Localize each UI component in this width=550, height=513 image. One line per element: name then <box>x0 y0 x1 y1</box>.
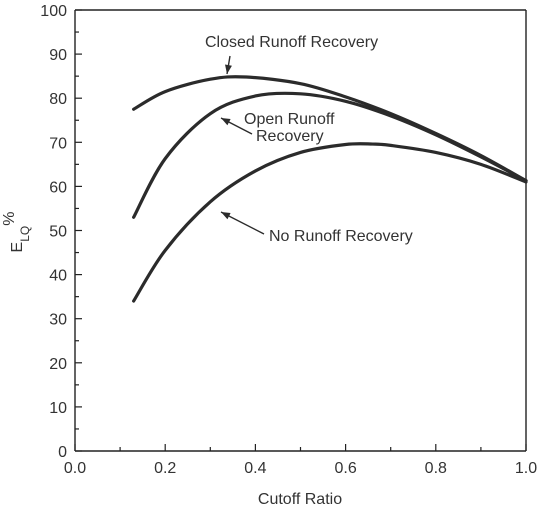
x-tick-label: 0.0 <box>64 460 86 477</box>
series-line-3 <box>132 142 528 303</box>
y-tick-label: 10 <box>49 400 67 417</box>
y-tick-label: 80 <box>49 91 67 108</box>
y-tick-label: 20 <box>49 356 67 373</box>
series-line-2 <box>132 91 528 219</box>
annotation-text: Closed Runoff Recovery <box>205 34 378 51</box>
y-tick-label: 30 <box>49 312 67 329</box>
annotation-arrowhead <box>221 212 231 220</box>
y-axis-title: ELQ% <box>1 212 33 253</box>
y-axis-title-sub: LQ <box>18 226 32 242</box>
annotation-layer: Closed Runoff Recovery Open RunoffRecover… <box>205 34 413 245</box>
annotation-text: Open Runoff <box>244 111 335 128</box>
y-axis-title-suffix: % <box>1 212 18 226</box>
y-tick-label: 70 <box>49 135 67 152</box>
annotation-text: No Runoff Recovery <box>269 228 413 245</box>
annotation-text: Recovery <box>256 128 324 145</box>
y-axis-title-main: E <box>9 242 26 253</box>
annotation-1: Closed Runoff Recovery <box>205 34 378 75</box>
annotation-arrowhead <box>221 118 231 126</box>
x-tick-label: 0.8 <box>425 460 447 477</box>
x-tick-label: 0.4 <box>244 460 266 477</box>
svg-text:ELQ%: ELQ% <box>1 212 33 253</box>
y-tick-label: 0 <box>58 444 67 461</box>
annotation-3: No Runoff Recovery <box>220 211 413 245</box>
x-axis-title: Cutoff Ratio <box>258 491 342 508</box>
y-tick-label: 60 <box>49 179 67 196</box>
y-tick-label: 40 <box>49 268 67 285</box>
axes: 0 10 20 30 40 50 60 70 80 90 100 0.0 0.2 0.4 0.6 0.8 1.0 <box>40 3 537 477</box>
y-tick-label: 100 <box>40 3 67 20</box>
annotation-arrowhead <box>225 64 232 74</box>
y-tick-label: 90 <box>49 47 67 64</box>
series-layer <box>132 75 528 303</box>
x-tick-label: 0.2 <box>154 460 176 477</box>
y-tick-label: 50 <box>49 224 67 241</box>
x-tick-label: 0.6 <box>334 460 356 477</box>
x-tick-label: 1.0 <box>515 460 537 477</box>
